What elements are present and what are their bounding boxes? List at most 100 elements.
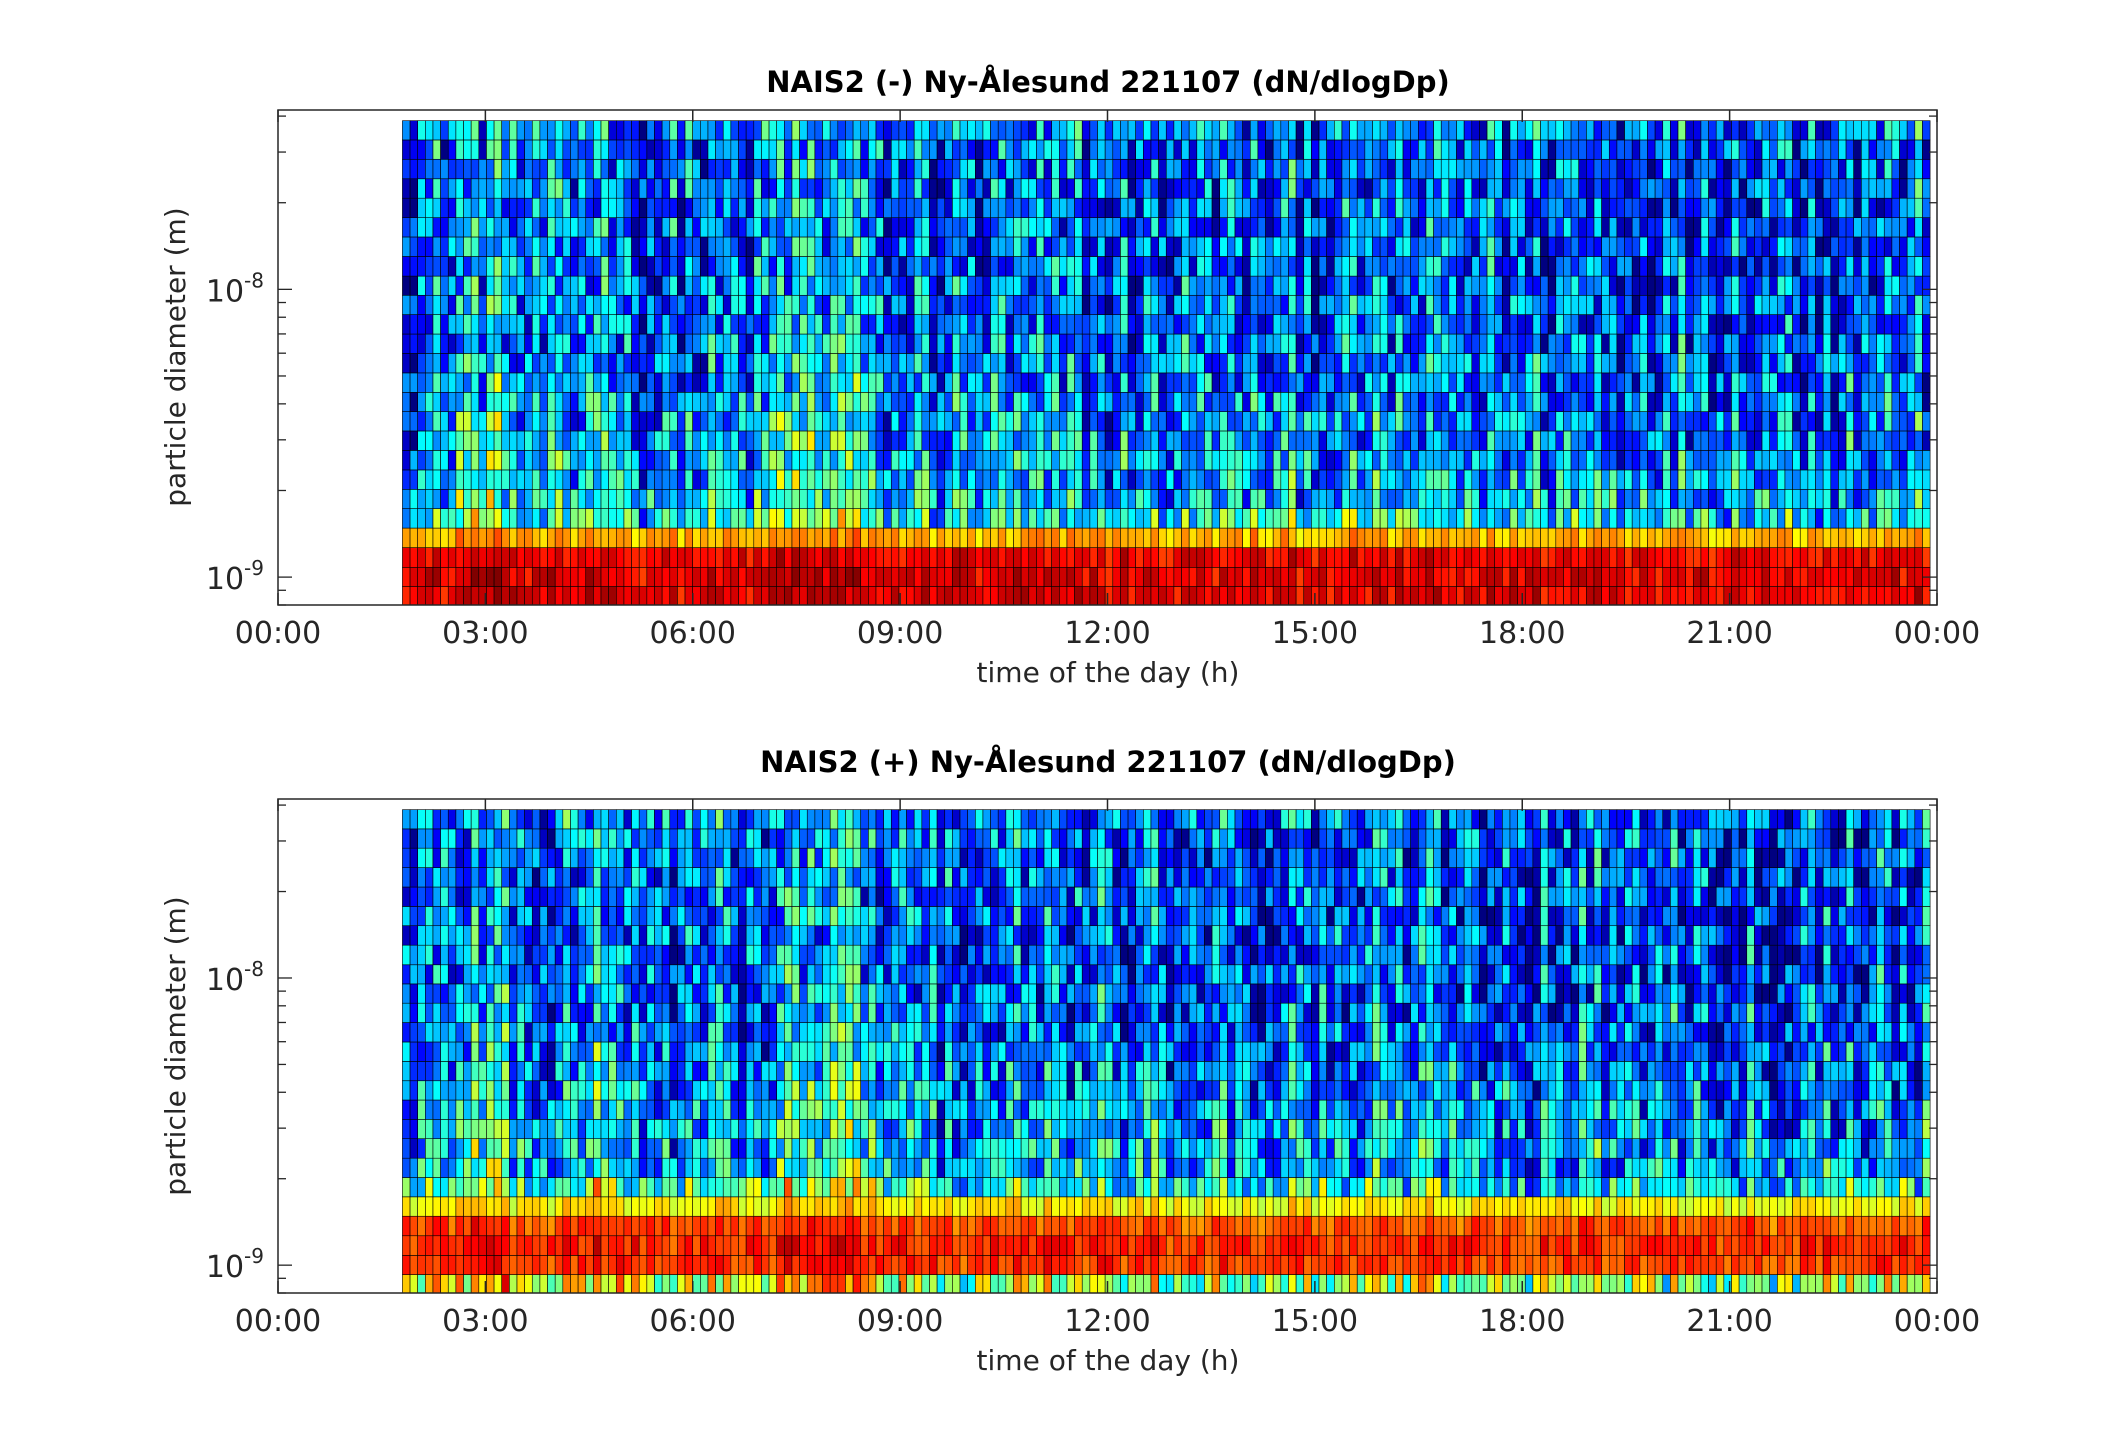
heatmap-cell <box>1204 353 1212 372</box>
heatmap-cell <box>1823 179 1831 198</box>
heatmap-cell <box>586 450 594 470</box>
heatmap-cell <box>907 295 915 314</box>
heatmap-cell <box>448 489 456 508</box>
heatmap-cell <box>1518 567 1526 586</box>
heatmap-cell <box>1892 256 1900 276</box>
heatmap-cell <box>654 198 662 217</box>
heatmap-cell <box>1166 548 1174 568</box>
heatmap-cell <box>548 334 556 353</box>
heatmap-cell <box>593 179 601 198</box>
heatmap-cell <box>1090 489 1098 508</box>
heatmap-cell <box>1044 373 1052 392</box>
heatmap-cell <box>1831 392 1839 411</box>
heatmap-cell <box>1212 431 1220 450</box>
heatmap-cell <box>1464 509 1472 528</box>
heatmap-cell <box>1029 295 1037 314</box>
heatmap-cell <box>525 121 533 140</box>
heatmap-cell <box>1731 218 1739 237</box>
heatmap-cell <box>899 179 907 198</box>
heatmap-cell <box>1495 548 1503 568</box>
heatmap-cell <box>1609 392 1617 411</box>
heatmap-cell <box>1793 295 1801 314</box>
heatmap-cell <box>1075 450 1083 470</box>
heatmap-cell <box>952 256 960 276</box>
heatmap-cell <box>1854 431 1862 450</box>
heatmap-cell <box>807 315 815 334</box>
heatmap-cell <box>1052 528 1060 548</box>
heatmap-cell <box>723 587 731 605</box>
heatmap-cell <box>1411 450 1419 470</box>
heatmap-cell <box>1472 140 1480 159</box>
heatmap-cell <box>1571 373 1579 392</box>
heatmap-cell <box>609 121 617 140</box>
heatmap-cell <box>1754 256 1762 276</box>
heatmap-cell <box>418 159 426 178</box>
heatmap-cell <box>1235 276 1243 295</box>
heatmap-cell <box>1327 450 1335 470</box>
heatmap-cell <box>1571 353 1579 372</box>
heatmap-cell <box>410 567 418 586</box>
heatmap-cell <box>1678 315 1686 334</box>
heatmap-cell <box>1693 373 1701 392</box>
heatmap-cell <box>555 159 563 178</box>
heatmap-cell <box>525 179 533 198</box>
heatmap-cell <box>555 548 563 568</box>
heatmap-cell <box>1235 450 1243 470</box>
heatmap-cell <box>1464 392 1472 411</box>
heatmap-cell <box>929 179 937 198</box>
heatmap-cell <box>1647 179 1655 198</box>
heatmap-cell <box>1831 276 1839 295</box>
heatmap-cell <box>1296 470 1304 489</box>
heatmap-cell <box>1182 315 1190 334</box>
heatmap-cell <box>509 489 517 508</box>
heatmap-cell <box>807 334 815 353</box>
heatmap-cell <box>525 218 533 237</box>
heatmap-cell <box>601 567 609 586</box>
heatmap-cell <box>486 587 494 605</box>
heatmap-cell <box>1395 218 1403 237</box>
heatmap-cell <box>1296 159 1304 178</box>
heatmap-cell <box>1647 548 1655 568</box>
heatmap-cell <box>1380 489 1388 508</box>
heatmap-cell <box>1884 159 1892 178</box>
heatmap-cell <box>960 295 968 314</box>
heatmap-cell <box>1151 489 1159 508</box>
heatmap-cell <box>1861 315 1869 334</box>
heatmap-cell <box>1273 373 1281 392</box>
heatmap-cell <box>945 528 953 548</box>
heatmap-cell <box>1487 179 1495 198</box>
heatmap-cell <box>402 392 410 411</box>
heatmap-cell <box>1395 159 1403 178</box>
heatmap-cell <box>1770 315 1778 334</box>
heatmap-cell <box>1915 256 1923 276</box>
heatmap-cell <box>586 548 594 568</box>
heatmap-cell <box>975 509 983 528</box>
heatmap-cell <box>922 470 930 489</box>
heatmap-cell <box>1854 218 1862 237</box>
heatmap-cell <box>975 295 983 314</box>
heatmap-cell <box>1082 353 1090 372</box>
heatmap-cell <box>1449 198 1457 217</box>
heatmap-cell <box>1510 179 1518 198</box>
heatmap-cell <box>1877 140 1885 159</box>
heatmap-cell <box>1426 392 1434 411</box>
heatmap-cell <box>1029 509 1037 528</box>
heatmap-cell <box>1502 567 1510 586</box>
heatmap-cell <box>1724 334 1732 353</box>
heatmap-cell <box>1243 450 1251 470</box>
heatmap-cell <box>654 528 662 548</box>
heatmap-cell <box>853 334 861 353</box>
heatmap-cell <box>823 450 831 470</box>
heatmap-cell <box>975 528 983 548</box>
heatmap-cell <box>1258 431 1266 450</box>
heatmap-cell <box>1189 489 1197 508</box>
heatmap-cell <box>1395 489 1403 508</box>
heatmap-cell <box>1670 509 1678 528</box>
heatmap-cell <box>1655 276 1663 295</box>
heatmap-cell <box>410 412 418 431</box>
heatmap-cell <box>517 392 525 411</box>
heatmap-cell <box>1204 392 1212 411</box>
heatmap-cell <box>891 431 899 450</box>
heatmap-cell <box>716 509 724 528</box>
heatmap-cell <box>1159 412 1167 431</box>
